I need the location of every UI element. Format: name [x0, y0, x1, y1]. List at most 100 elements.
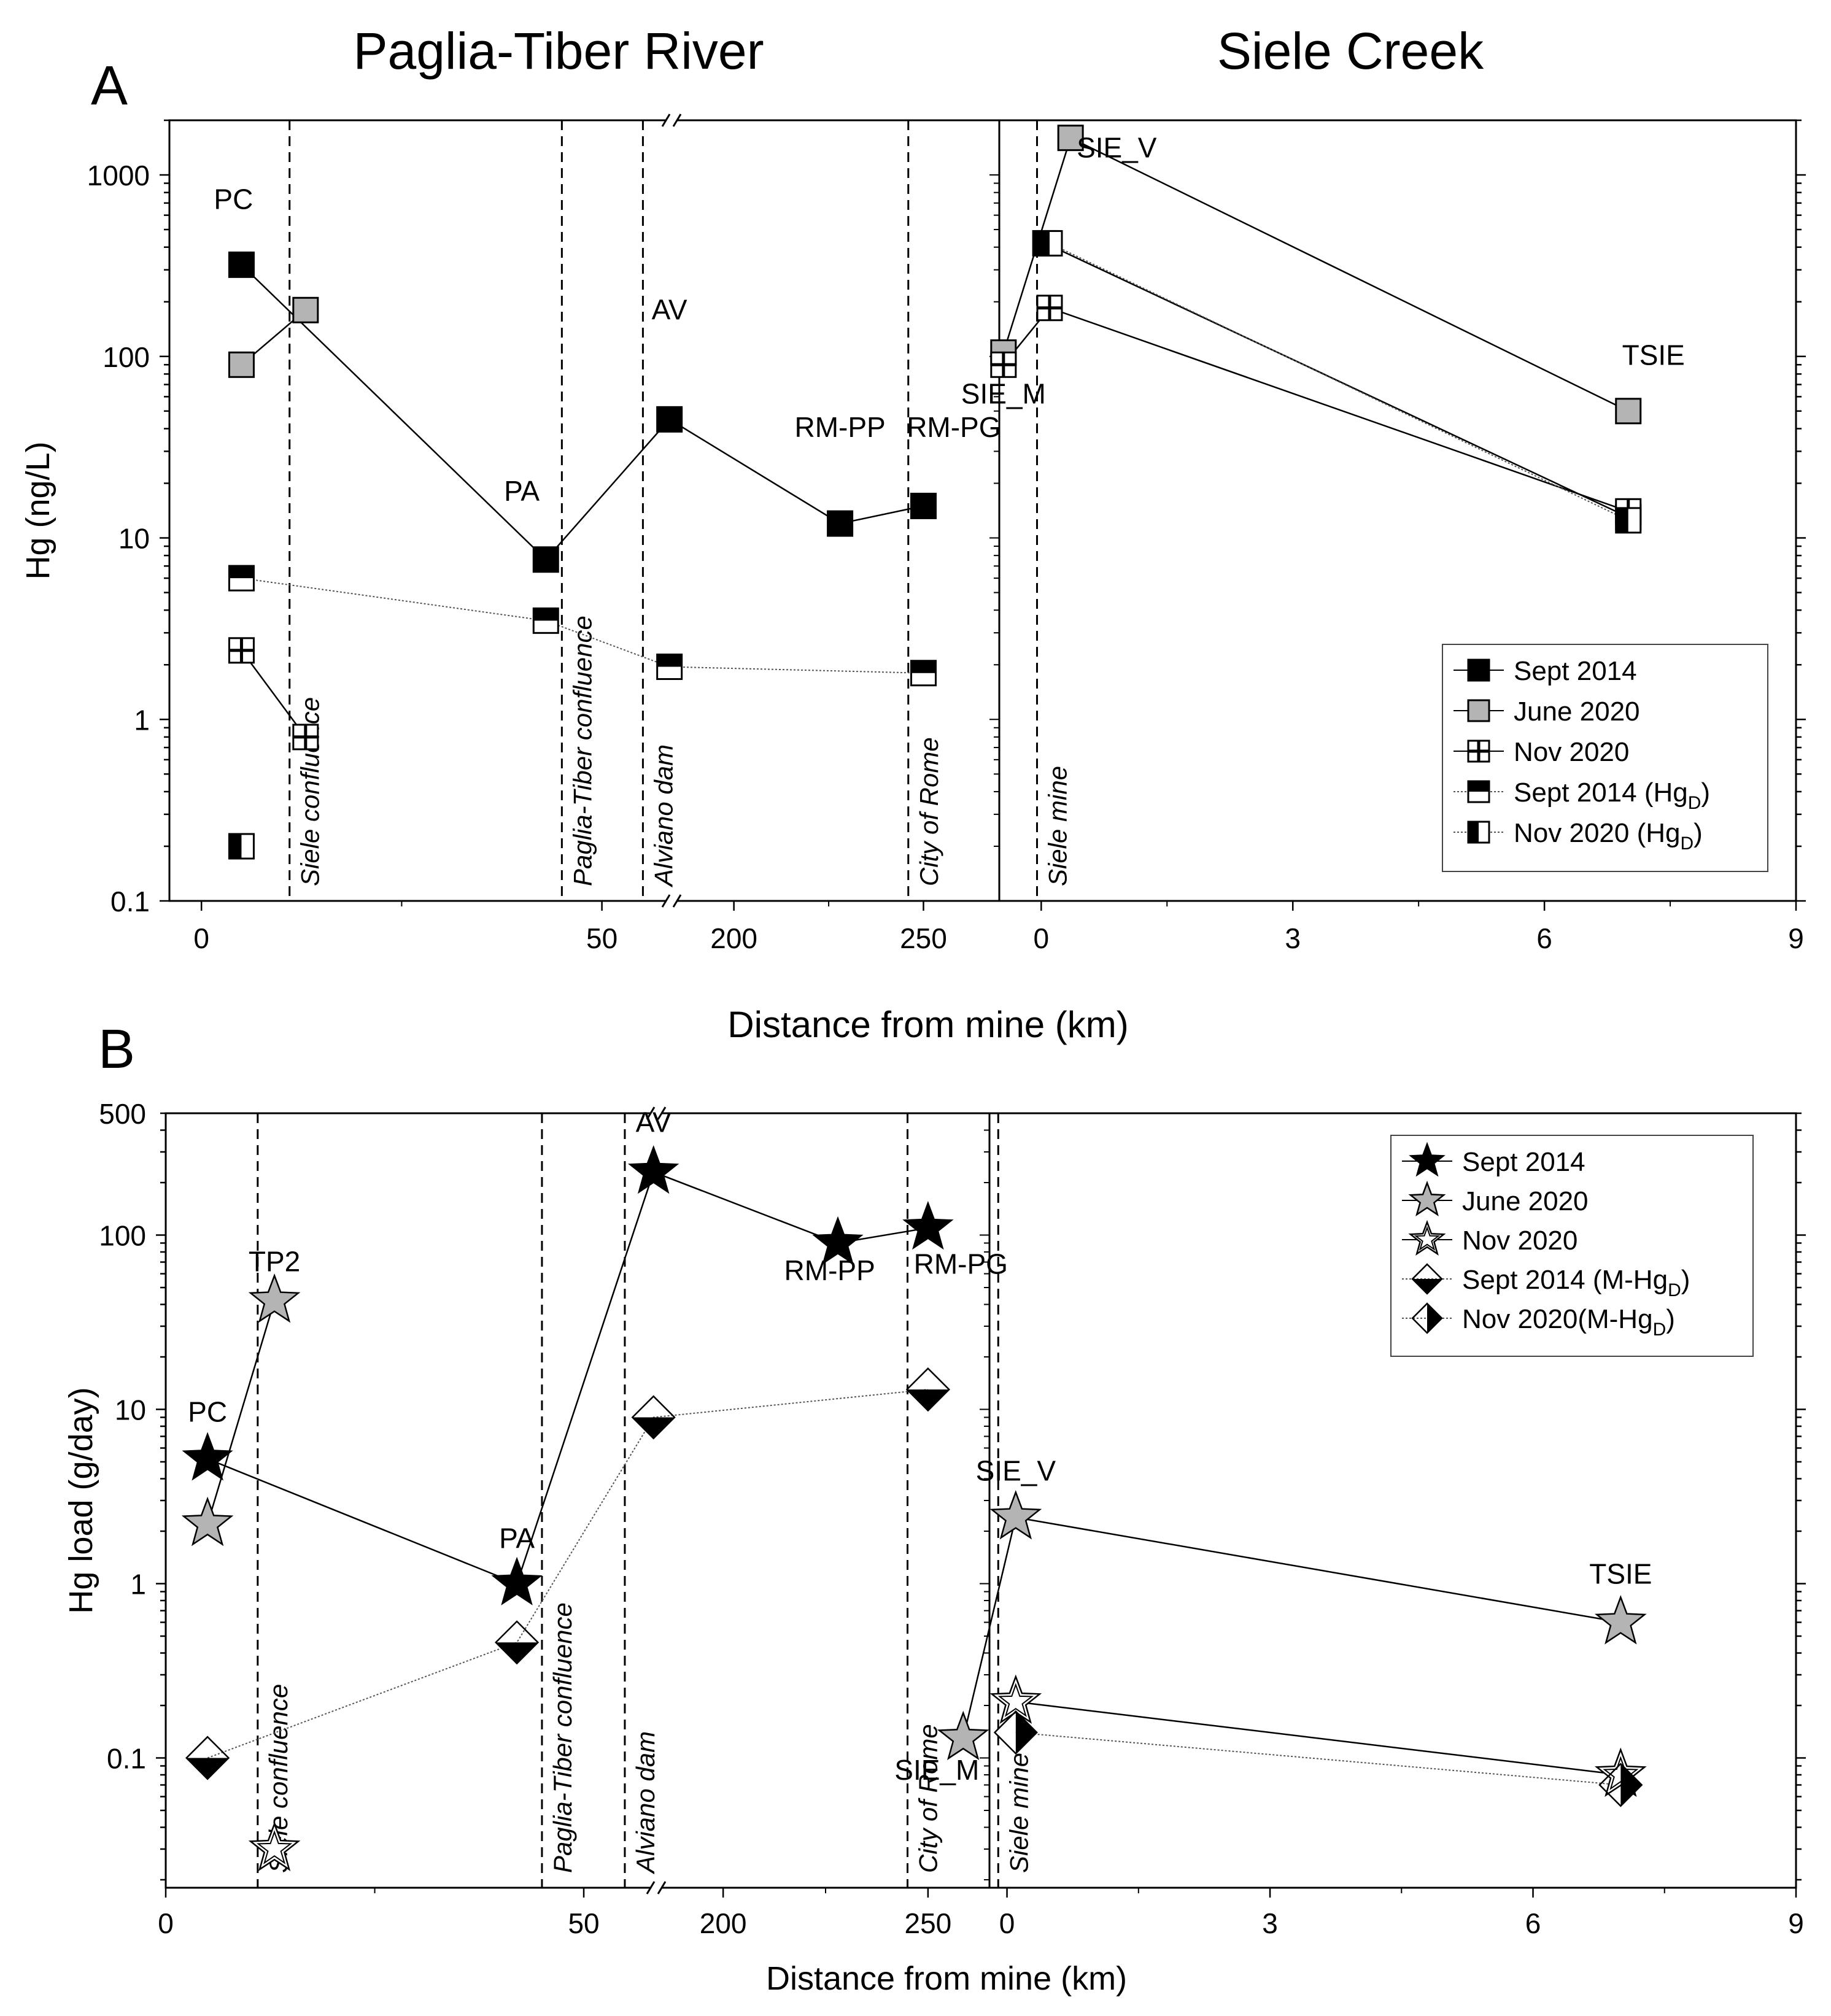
B-series-1-point: [937, 1710, 989, 1761]
A-site-label: PC: [214, 183, 253, 215]
A-legend-label: Sept 2014 (HgD): [1514, 778, 1710, 813]
B-series-3-point: [494, 1620, 540, 1665]
B-xtick-label: 6: [1525, 1907, 1541, 1939]
A-ytick-label: 10: [118, 523, 150, 555]
B-xtick-label: 9: [1788, 1907, 1804, 1939]
B-series-3-point: [185, 1736, 230, 1780]
B-series-1-point: [248, 1273, 301, 1323]
B-series-3-point-fill: [632, 1417, 675, 1439]
A-series-1-point-shape: [228, 351, 255, 378]
A-series-3-left-line: [241, 577, 924, 674]
A-legend-label: Nov 2020 (HgD): [1514, 818, 1703, 854]
B-legend-marker-shape: [1411, 1263, 1443, 1295]
B-legend-marker: [1411, 1263, 1443, 1295]
B-vline-label: Alviano dam: [631, 1731, 660, 1875]
B-series-0-point-shape: [902, 1200, 954, 1250]
B-legend-box: [1390, 1135, 1754, 1357]
B-series-2-point-shape: [248, 1821, 301, 1871]
A-series-2-right-line: [1002, 307, 1629, 512]
B-legend-marker-shape: [1408, 1219, 1446, 1256]
B-series-0-point: [491, 1556, 543, 1605]
A-xtick-label: 250: [900, 922, 947, 954]
B-series-0-point-shape: [491, 1556, 543, 1605]
B-legend-label: Sept 2014 (M-HgD): [1462, 1265, 1690, 1300]
B-series-3-point-shape: [631, 1395, 676, 1440]
B-series-3-left-line: [207, 1389, 929, 1759]
B-series-1-point-shape: [989, 1490, 1042, 1540]
B-series-1-point: [181, 1496, 234, 1547]
B-legend-label-text: Nov 2020(M-Hg: [1462, 1304, 1653, 1334]
B-series-1-point-shape: [248, 1273, 301, 1323]
A-title-left: Paglia-Tiber River: [353, 22, 764, 80]
A-legend-marker-fill: [1468, 822, 1479, 843]
A-legend-label: June 2020: [1514, 697, 1640, 727]
B-series-3-point-fill: [907, 1389, 950, 1411]
A-series-2-point: [990, 351, 1017, 378]
B-xtick-label: 50: [568, 1907, 599, 1939]
B-series-0-point: [627, 1145, 679, 1194]
A-xlabel: Distance from mine (km): [727, 1004, 1128, 1045]
A-legend-label-close: ): [1694, 818, 1703, 848]
A-legend-marker-fill: [1468, 781, 1489, 792]
A-vline-label: Alviano dam: [649, 744, 678, 888]
B-legend-label-sub: D: [1653, 1319, 1666, 1340]
A-legend-label: Nov 2020: [1514, 737, 1629, 767]
B-site-label: TP2: [249, 1245, 300, 1277]
B-series-0-point-shape: [812, 1216, 864, 1265]
A-legend-label: Sept 2014: [1514, 656, 1637, 686]
B-break-mark-a-1: [646, 1881, 656, 1894]
A-series-1-point: [292, 296, 319, 323]
A-vline-label: City of Rome: [915, 737, 943, 886]
A-series-2-point: [1036, 295, 1063, 322]
B-series-2-point-inner: [256, 1830, 293, 1864]
B-vline-label: Siele mine: [1004, 1753, 1033, 1873]
A-series-1-point-shape: [1057, 125, 1084, 152]
B-ytick-label: 500: [99, 1098, 146, 1130]
B-ytick-label: 100: [99, 1220, 146, 1252]
A-series-4-point-fill: [1037, 231, 1050, 256]
A-series-4-point-fill: [229, 833, 242, 859]
A-legend-marker: [1467, 740, 1490, 763]
A-legend-marker-shape: [1467, 699, 1490, 722]
A-break-gap-0: [666, 115, 677, 125]
B-break-mark-b-1: [657, 1881, 667, 1894]
A-legend-marker: [1467, 821, 1490, 844]
B-panel-label: B: [98, 1019, 135, 1080]
B-legend-label: Sept 2014: [1462, 1147, 1585, 1177]
A-xtick-label: 9: [1788, 922, 1804, 954]
A-series-0-point-shape: [827, 510, 854, 537]
A-series-0-point: [827, 510, 854, 537]
A-break-mark-b-1: [672, 894, 682, 908]
A-series-3-point-fill: [911, 660, 936, 673]
B-series-3-point-shape: [905, 1367, 950, 1412]
B-series-1-point-shape: [181, 1496, 234, 1547]
A-xtick-label: 0: [1034, 922, 1050, 954]
B-series-3-point-fill: [186, 1758, 229, 1779]
B-series-0-point-shape: [627, 1145, 679, 1194]
A-xtick-label: 50: [586, 922, 617, 954]
A-site-label: TSIE: [1622, 339, 1685, 371]
B-legend-marker-fill: [1412, 1279, 1442, 1294]
B-series-4-point-fill: [1620, 1764, 1642, 1806]
B-legend-label: June 2020: [1462, 1186, 1589, 1216]
A-break-gap-1: [666, 896, 677, 906]
B-series-2-point-inner: [1603, 1756, 1639, 1790]
A-series-4-point: [1036, 230, 1063, 257]
B-break-gap-0: [651, 1108, 662, 1118]
B-break-mark-a-0: [646, 1106, 656, 1120]
B-legend-marker-fill: [1427, 1303, 1442, 1333]
B-legend-marker-shape: [1409, 1141, 1446, 1177]
B-xtick-label: 0: [158, 1907, 174, 1939]
A-series-0-point: [228, 251, 255, 278]
A-legend-label-sub: D: [1688, 793, 1701, 813]
B-series-3-point: [905, 1367, 950, 1412]
B-series-1-left-line: [206, 1300, 276, 1524]
B-series-1-point-shape: [1594, 1595, 1647, 1645]
A-ytick-label: 1000: [87, 160, 150, 191]
B-series-4-point-fill: [1015, 1711, 1037, 1754]
A-site-label: RM-PP: [794, 411, 885, 443]
A-vline-label: Paglia-Tiber confluence: [568, 616, 597, 886]
B-series-0-point: [182, 1432, 233, 1481]
A-right-frame: [998, 119, 1797, 902]
A-legend-label-text: Sept 2014 (Hg: [1514, 778, 1688, 808]
